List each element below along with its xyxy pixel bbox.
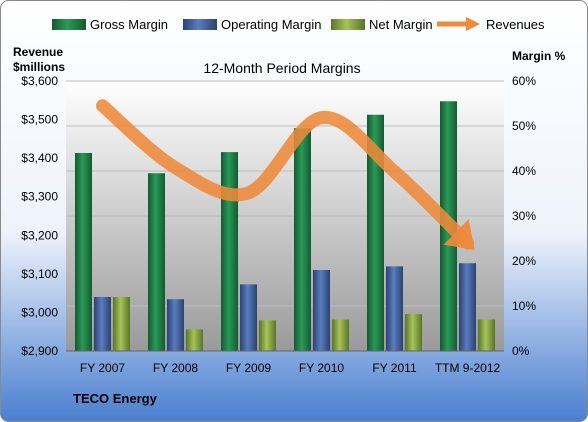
category-label: FY 2009 [226, 361, 271, 375]
category-label: FY 2010 [299, 361, 344, 375]
bar-gross-margin [221, 152, 238, 351]
bar-net-margin [113, 297, 130, 351]
bar-gross-margin [148, 173, 165, 351]
category-label: FY 2007 [80, 361, 125, 375]
bar-net-margin [186, 329, 203, 351]
revenue-arrowhead [443, 218, 475, 250]
left-axis-title-line1: Revenue [13, 45, 63, 59]
category-labels: FY 2007 FY 2008 FY 2009 FY 2010 FY 2011 TTM 9… [80, 361, 501, 375]
bar-gross-margin [75, 153, 92, 351]
legend-swatch-operating-margin [183, 19, 217, 30]
left-tick-label: $3,500 [21, 113, 58, 127]
legend-label-operating-margin: Operating Margin [221, 17, 321, 32]
category-label: FY 2011 [372, 361, 417, 375]
bar-operating-margin [386, 266, 403, 351]
right-tick-label: 40% [512, 164, 536, 178]
left-tick-label: $3,400 [21, 151, 58, 165]
company-label: TECO Energy [73, 391, 158, 406]
bar-gross-margin [367, 114, 384, 351]
bar-operating-margin [240, 284, 257, 351]
legend-swatch-net-margin [331, 19, 365, 30]
bar-operating-margin [167, 299, 184, 351]
legend-item-revenues: Revenues [437, 17, 545, 32]
bar-net-margin [259, 320, 276, 351]
legend-item-gross-margin: Gross Margin [52, 17, 168, 32]
left-tick-label: $3,300 [21, 190, 58, 204]
left-tick-label: $3,600 [21, 74, 58, 88]
legend-label-revenues: Revenues [486, 17, 545, 32]
revenue-curve [96, 99, 474, 250]
legend-label-gross-margin: Gross Margin [90, 17, 168, 32]
bar-gross-margin [294, 128, 311, 351]
right-axis-ticks: 0% 10% 20% 30% 40% 50% 60% [512, 74, 536, 358]
right-tick-label: 0% [512, 344, 530, 358]
bar-operating-margin [313, 270, 330, 351]
legend: Gross Margin Operating Margin Net Margin… [52, 17, 545, 32]
legend-item-net-margin: Net Margin [331, 17, 433, 32]
bar-net-margin [405, 314, 422, 351]
bar-operating-margin [459, 263, 476, 351]
right-axis-title: Margin % [512, 49, 566, 63]
legend-label-net-margin: Net Margin [369, 17, 433, 32]
legend-item-operating-margin: Operating Margin [183, 17, 321, 32]
left-tick-label: $3,000 [21, 305, 58, 319]
left-tick-label: $3,100 [21, 267, 58, 281]
left-tick-label: $3,200 [21, 228, 58, 242]
bar-net-margin [478, 319, 495, 351]
left-axis-title-line2: $millions [13, 60, 65, 74]
bar-net-margin [332, 319, 349, 351]
right-tick-label: 10% [512, 299, 536, 313]
chart-title: 12-Month Period Margins [203, 60, 360, 76]
revenue-line [96, 99, 475, 250]
category-label: TTM 9-2012 [435, 361, 501, 375]
right-tick-label: 50% [512, 119, 536, 133]
legend-swatch-gross-margin [52, 19, 86, 30]
bar-operating-margin [94, 297, 111, 351]
left-tick-label: $2,900 [21, 344, 58, 358]
left-axis-ticks: $2,900 $3,000 $3,100 $3,200 $3,300 $3,400 $3,5… [21, 74, 58, 358]
right-tick-label: 20% [512, 254, 536, 268]
legend-arrowhead-revenues [466, 17, 480, 31]
right-tick-label: 30% [512, 209, 536, 223]
right-tick-label: 60% [512, 74, 536, 88]
category-label: FY 2008 [153, 361, 198, 375]
bars [75, 101, 495, 351]
